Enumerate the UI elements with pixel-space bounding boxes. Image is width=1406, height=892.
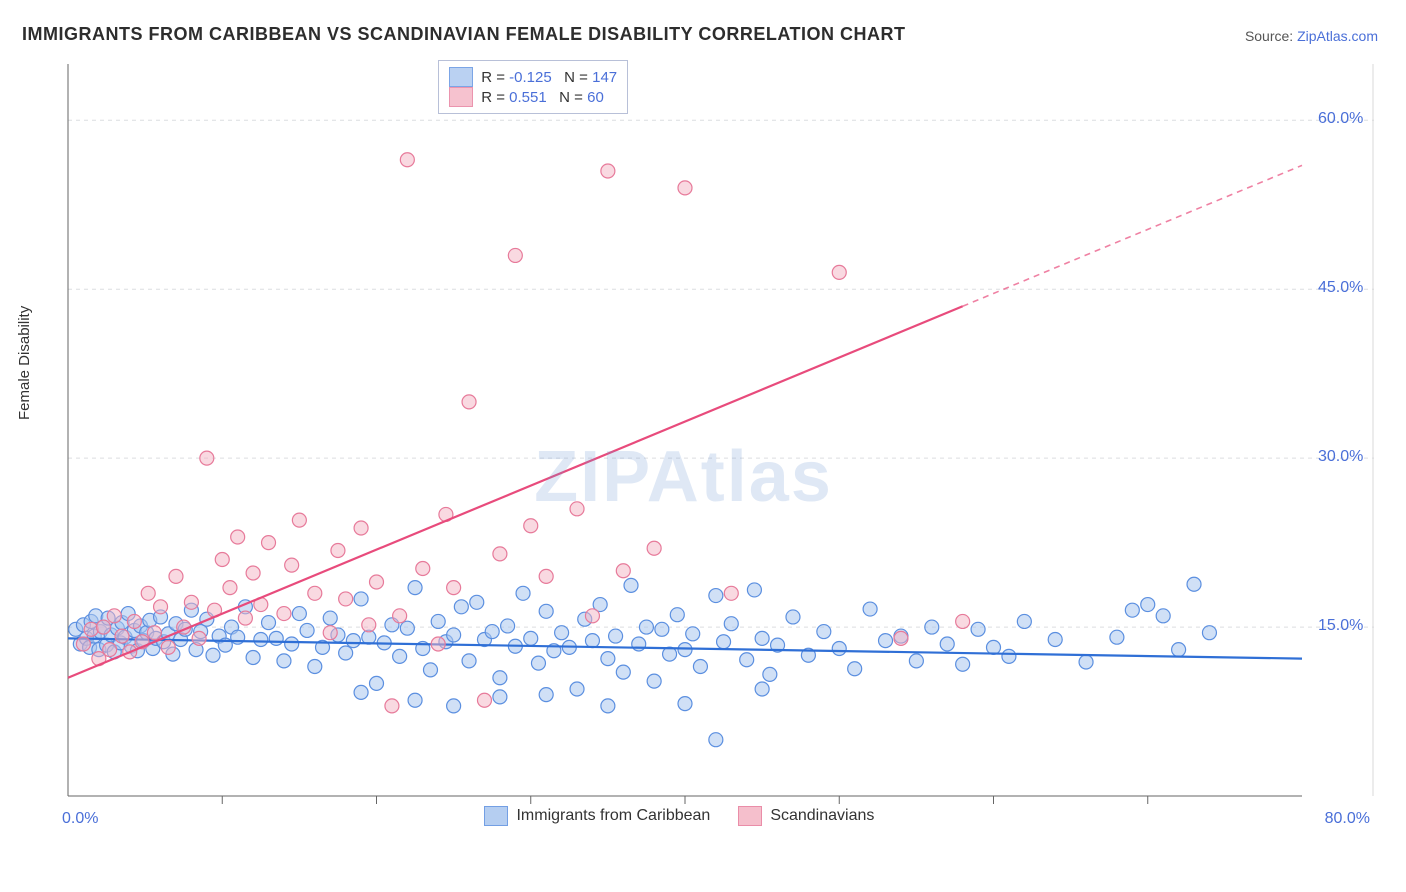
page-title: IMMIGRANTS FROM CARIBBEAN VS SCANDINAVIA… bbox=[22, 24, 906, 45]
correlation-legend: R = -0.125 N = 147 R = 0.551 N = 60 bbox=[438, 60, 628, 114]
series-legend: Immigrants from Caribbean Scandinavians bbox=[484, 806, 874, 826]
source-label: Source: bbox=[1245, 28, 1293, 44]
source-credit: Source: ZipAtlas.com bbox=[1245, 28, 1378, 44]
series-legend-label: Scandinavians bbox=[770, 807, 874, 825]
series-legend-label: Immigrants from Caribbean bbox=[516, 807, 710, 825]
source-link[interactable]: ZipAtlas.com bbox=[1297, 28, 1378, 44]
legend-swatch bbox=[484, 806, 508, 826]
y-tick-label: 15.0% bbox=[1318, 617, 1363, 635]
legend-stats: R = 0.551 N = 60 bbox=[481, 89, 604, 106]
scatter-chart bbox=[54, 60, 1374, 832]
y-tick-label: 45.0% bbox=[1318, 279, 1363, 297]
x-tick-label: 80.0% bbox=[1325, 810, 1370, 828]
series-legend-item: Immigrants from Caribbean bbox=[484, 806, 710, 826]
chart-area: ZIPAtlas R = -0.125 N = 147R = 0.551 N =… bbox=[54, 60, 1374, 832]
y-tick-label: 30.0% bbox=[1318, 448, 1363, 466]
series-legend-item: Scandinavians bbox=[738, 806, 874, 826]
legend-swatch bbox=[449, 87, 473, 107]
legend-stats: R = -0.125 N = 147 bbox=[481, 69, 617, 86]
x-tick-label: 0.0% bbox=[62, 810, 98, 828]
legend-swatch bbox=[738, 806, 762, 826]
legend-row: R = 0.551 N = 60 bbox=[449, 87, 617, 107]
legend-row: R = -0.125 N = 147 bbox=[449, 67, 617, 87]
legend-swatch bbox=[449, 67, 473, 87]
y-tick-label: 60.0% bbox=[1318, 110, 1363, 128]
y-axis-label: Female Disability bbox=[16, 306, 33, 420]
